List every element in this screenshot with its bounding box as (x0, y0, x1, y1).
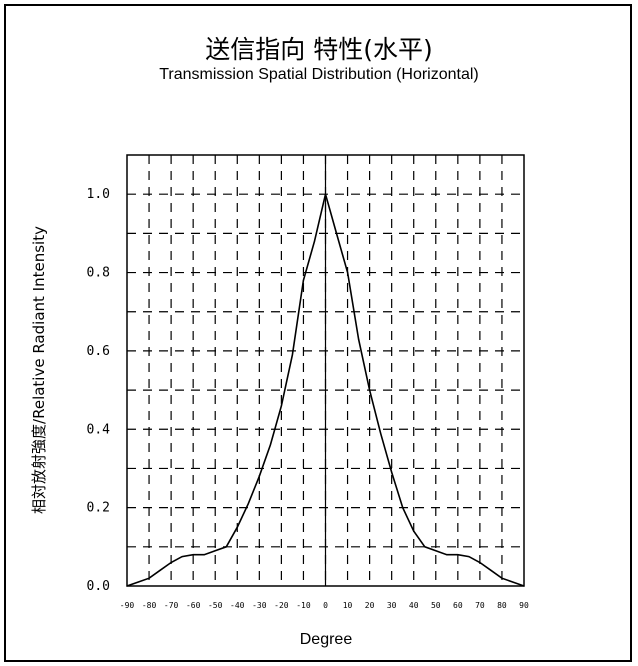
data-point (369, 389, 371, 391)
data-point (236, 526, 238, 528)
x-tick-label: 40 (409, 601, 419, 610)
y-axis-label: 相対放射強度/Relative Radiant Intensity (30, 226, 48, 514)
x-tick-label: 60 (453, 601, 463, 610)
data-point (512, 581, 514, 583)
data-point (391, 471, 393, 473)
data-point (446, 554, 448, 556)
data-point (302, 279, 305, 281)
y-tick-label: 1.0 (87, 187, 110, 202)
data-point (269, 444, 271, 446)
x-tick-label: -70 (164, 601, 179, 610)
x-tick-label: 50 (431, 601, 441, 610)
x-tick-label: -30 (252, 601, 267, 610)
x-tick-label: 30 (387, 601, 397, 610)
chart-subtitle: Transmission Spatial Distribution (Horiz… (159, 66, 479, 83)
x-tick-label: -90 (120, 601, 135, 610)
y-tick-label: 0.6 (87, 344, 110, 359)
data-point (357, 338, 360, 340)
data-point (468, 556, 470, 558)
x-tick-label: -50 (208, 601, 223, 610)
data-point (258, 475, 260, 477)
data-point (137, 581, 139, 583)
data-point (335, 232, 338, 234)
x-tick-label: -60 (186, 601, 201, 610)
data-point (346, 271, 349, 274)
data-point (523, 585, 525, 587)
x-tick-label: 10 (343, 601, 353, 610)
data-point (247, 503, 249, 505)
x-tick-label: 70 (475, 601, 485, 610)
data-point (214, 550, 216, 552)
data-point (402, 507, 404, 509)
data-point (413, 530, 415, 532)
data-point (192, 554, 194, 556)
data-point (490, 569, 492, 571)
data-point (280, 405, 282, 407)
data-point (203, 554, 205, 556)
chart-frame (4, 4, 632, 662)
data-point (380, 432, 382, 434)
data-point (148, 577, 150, 579)
data-point (170, 561, 172, 564)
x-tick-label: -40 (230, 601, 245, 610)
y-tick-label: 0.0 (87, 579, 110, 594)
y-tick-label: 0.4 (87, 422, 111, 437)
data-point (159, 569, 161, 571)
data-point (424, 546, 426, 548)
chart-title: 送信指向 特性(水平) (205, 35, 433, 64)
x-tick-label: 0 (323, 601, 328, 610)
data-point (181, 556, 183, 558)
data-point (479, 561, 481, 564)
data-point (501, 577, 503, 579)
x-tick-label: -80 (142, 601, 157, 610)
y-tick-label: 0.8 (87, 266, 110, 281)
x-tick-label: 20 (365, 601, 375, 610)
y-tick-label: 0.2 (87, 501, 110, 516)
data-point (435, 550, 437, 552)
data-point (126, 585, 128, 587)
data-point (291, 354, 294, 356)
x-tick-label: 90 (519, 601, 529, 610)
x-axis-label: Degree (300, 631, 353, 648)
x-tick-label: 80 (497, 601, 507, 610)
data-point (225, 546, 227, 548)
x-tick-label: -20 (274, 601, 289, 610)
data-point (313, 240, 316, 242)
x-tick-label: -10 (296, 601, 311, 610)
data-point (457, 554, 459, 556)
data-point (324, 193, 327, 195)
